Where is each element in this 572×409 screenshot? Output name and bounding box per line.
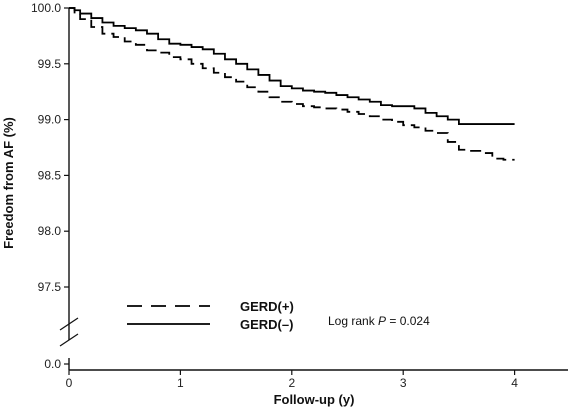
y-tick-label: 100.0 [31,1,61,15]
y-tick-label: 99.0 [38,113,62,127]
y-tick-label: 97.5 [38,280,62,294]
series-line-gerd-positive [69,7,515,161]
axes [59,8,568,371]
y-tick-label: 99.5 [38,57,62,71]
series-line-gerd-negative [69,7,515,125]
legend-label: GERD(–) [240,317,293,332]
y-ticks: 97.5 98.0 98.5 99.0 99.5 100.0 0.0 [31,1,69,371]
log-rank-annotation: Log rank P = 0.024 [328,314,430,328]
x-tick-label: 1 [177,376,184,390]
y-tick-label: 98.0 [38,224,62,238]
y-axis-title: Freedom from AF (%) [1,117,16,249]
x-ticks: 0 1 2 3 4 [66,370,518,390]
x-axis-title: Follow-up (y) [274,392,355,407]
x-tick-label: 4 [511,376,518,390]
y-tick-label: 98.5 [38,168,62,182]
annotation-suffix: = 0.024 [386,314,430,328]
x-tick-label: 2 [288,376,295,390]
x-tick-label: 3 [400,376,407,390]
x-tick-label: 0 [66,376,73,390]
legend-label: GERD(+) [240,299,294,314]
annotation-variable: P [378,314,386,328]
annotation-prefix: Log rank [328,314,378,328]
survival-curves [69,7,515,161]
legend: GERD(+) GERD(–) [127,299,294,332]
axis-break-slash [59,317,79,331]
axis-break-marks [59,317,79,347]
y-tick-label-zero: 0.0 [44,357,61,371]
axis-break-slash [59,333,79,347]
